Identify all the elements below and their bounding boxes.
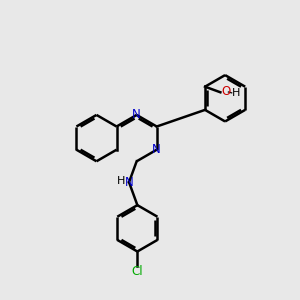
Text: H: H: [116, 176, 125, 186]
Text: N: N: [132, 108, 141, 122]
Text: O: O: [221, 85, 230, 98]
Text: H: H: [232, 88, 240, 98]
Text: N: N: [152, 143, 161, 156]
Text: Cl: Cl: [132, 265, 143, 278]
Text: N: N: [125, 176, 134, 189]
